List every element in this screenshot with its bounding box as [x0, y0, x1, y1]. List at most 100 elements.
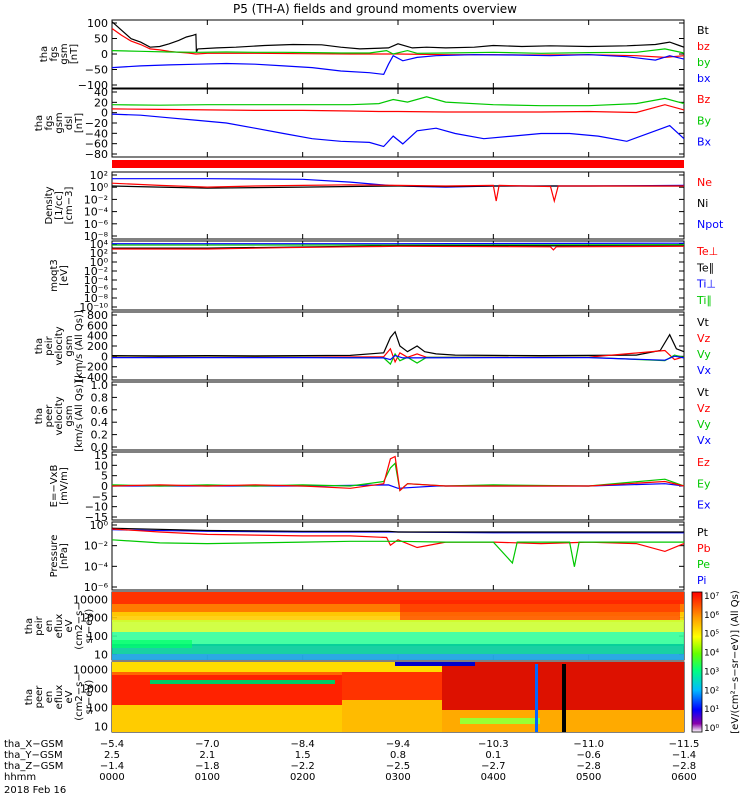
y-tick-label: 600: [87, 319, 108, 332]
electron-energy-flux-spectrogram: [112, 662, 684, 732]
ephemeris-value: 0300: [385, 772, 410, 783]
colorbar-title: [eV/(cm²−s−sr−eV)] (All Qs): [730, 590, 741, 734]
y-tick-label: 10⁻⁴: [84, 560, 109, 573]
y-axis-label: moqt3: [49, 259, 60, 292]
legend-entry: Ez: [697, 456, 710, 469]
y-tick-label: 10: [94, 648, 108, 661]
y-tick-label: 20: [94, 96, 108, 109]
y-tick-label: 5: [101, 470, 108, 483]
series-Te⊥: [112, 245, 685, 251]
y-axis-label: tha: [34, 115, 45, 131]
y-axis-label: velocity: [54, 326, 65, 365]
y-tick-label: 0.4: [91, 416, 109, 429]
legend-entry: Pb: [697, 542, 711, 555]
ephemeris-value: 0200: [290, 772, 315, 783]
legend-entry: Bz: [697, 93, 711, 106]
y-axis-label: sr−eV): [84, 680, 95, 715]
y-tick-label: 10⁰: [90, 181, 109, 194]
y-tick-label: −400: [78, 371, 108, 384]
ephemeris-value: −10.3: [478, 739, 509, 750]
series-bx: [111, 54, 685, 76]
panel-frame: [111, 311, 685, 381]
ephemeris-value: 0500: [576, 772, 601, 783]
ephemeris-value: −9.4: [386, 739, 410, 750]
ephemeris-value: 2.5: [104, 750, 120, 761]
y-axis-label: [eV]: [59, 265, 70, 286]
y-tick-label: −15: [85, 511, 108, 524]
ephemeris-value: −2.8: [577, 761, 601, 772]
panel-p8: 10⁰ 10⁻² 10⁻⁴ 10⁻⁶ Pressure [nPa] Pt Pb Pe Pi: [49, 519, 711, 594]
colorbar-tick-label: 10³: [704, 667, 719, 677]
y-axis-label: Pressure: [49, 535, 60, 578]
ephemeris-value: −8.4: [291, 739, 315, 750]
legend-entry: Vz: [697, 402, 711, 415]
series-Ez: [111, 455, 685, 492]
y-tick-label: 50: [94, 33, 108, 46]
y-tick-label: 10⁻²: [84, 265, 108, 278]
y-axis-label: peir: [34, 615, 45, 635]
y-tick-label: 15: [94, 449, 108, 462]
y-axis-label: [mV/m]: [59, 467, 70, 505]
y-tick-label: −10: [85, 501, 108, 514]
y-tick-label: 10⁻⁶: [84, 218, 109, 231]
y-tick-label: 10⁻⁴: [84, 206, 109, 219]
y-axis-label: peer: [34, 685, 45, 709]
y-tick-label: 10²: [90, 247, 108, 260]
y-axis-label: eV: [64, 619, 75, 632]
colorbar-tick-label: 10²: [704, 686, 719, 696]
y-axis-label: fgs: [44, 115, 55, 130]
y-tick-label: 1000: [80, 682, 108, 695]
y-axis-label: E=−VxB: [49, 465, 60, 508]
y-tick-label: −60: [85, 138, 108, 151]
y-axis-label: velocity: [54, 396, 65, 435]
series-By: [111, 96, 685, 107]
ephemeris-row-label: tha_Z−GSM: [4, 761, 63, 772]
legend-entry: Vt: [697, 386, 710, 399]
ion-energy-flux-spectrogram: [112, 592, 684, 660]
y-axis-label: tha: [24, 689, 35, 705]
colorbar-tick-label: 10⁴: [704, 649, 719, 659]
y-tick-label: 0: [101, 350, 108, 363]
y-tick-label: 1000: [80, 612, 108, 625]
y-tick-label: 10000: [73, 664, 108, 677]
panel-frame: [111, 88, 685, 158]
y-axis-label: [nPa]: [59, 543, 70, 569]
y-axis-label: eflux: [54, 685, 65, 710]
ephemeris-value: −0.6: [577, 750, 601, 761]
y-tick-label: 40: [94, 86, 108, 99]
legend-entry: Vy: [697, 418, 711, 431]
y-tick-label: 10⁻²: [84, 193, 108, 206]
legend-entry: Ti⊥: [696, 278, 716, 291]
ephemeris-row-label: hhmm: [4, 772, 36, 783]
y-axis-label: Density: [44, 186, 55, 224]
series-Bt: [111, 21, 685, 53]
y-tick-label: 10²: [90, 169, 108, 182]
y-tick-label: 0.8: [91, 391, 109, 404]
ephemeris-value: −2.8: [672, 761, 696, 772]
legend-entry: Pi: [697, 574, 706, 587]
legend-entry: bz: [697, 40, 710, 53]
y-axis-label: eflux: [54, 614, 65, 639]
y-axis-label: dsl: [64, 116, 75, 130]
colorbar-tick-label: 10⁶: [704, 611, 719, 621]
legend-entry: Bx: [697, 136, 712, 149]
y-tick-label: 100: [87, 701, 108, 714]
y-tick-label: 400: [87, 330, 108, 343]
y-tick-label: −100: [78, 79, 108, 92]
y-tick-label: 100: [87, 17, 108, 30]
date-label: 2018 Feb 16: [4, 785, 66, 796]
y-axis-label: sr−eV): [84, 609, 95, 644]
ephemeris-row-label: tha_X−GSM: [4, 739, 63, 750]
series-Pt: [111, 527, 684, 533]
y-tick-label: 0.0: [91, 441, 109, 454]
y-tick-label: 10⁻²: [84, 540, 108, 553]
y-tick-label: 10: [94, 459, 108, 472]
y-tick-label: 0: [101, 480, 108, 493]
energy-flux-colorbar: 10⁷ 10⁶ 10⁵ 10⁴ 10³ 10² 10¹ 10⁰ [eV/(cm²−s−sr−e…: [691, 590, 741, 734]
legend-entry: Vt: [697, 316, 710, 329]
y-tick-label: 10⁻⁴: [84, 274, 109, 287]
legend-entry: Vy: [697, 348, 711, 361]
